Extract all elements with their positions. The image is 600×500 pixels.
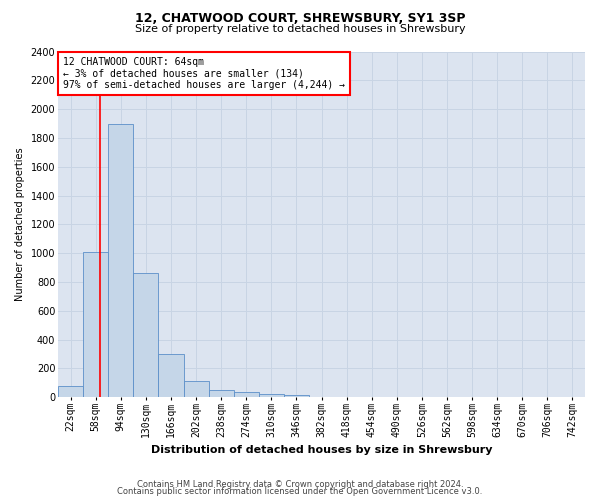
- Bar: [234, 392, 259, 397]
- Text: Contains HM Land Registry data © Crown copyright and database right 2024.: Contains HM Land Registry data © Crown c…: [137, 480, 463, 489]
- Bar: [184, 382, 209, 397]
- Bar: [133, 274, 158, 397]
- Y-axis label: Number of detached properties: Number of detached properties: [15, 148, 25, 301]
- Bar: [158, 354, 184, 397]
- Text: 12, CHATWOOD COURT, SHREWSBURY, SY1 3SP: 12, CHATWOOD COURT, SHREWSBURY, SY1 3SP: [135, 12, 465, 24]
- Bar: [83, 252, 108, 397]
- Text: Size of property relative to detached houses in Shrewsbury: Size of property relative to detached ho…: [134, 24, 466, 34]
- Bar: [108, 124, 133, 397]
- X-axis label: Distribution of detached houses by size in Shrewsbury: Distribution of detached houses by size …: [151, 445, 492, 455]
- Bar: [284, 395, 309, 397]
- Bar: [58, 386, 83, 397]
- Text: Contains public sector information licensed under the Open Government Licence v3: Contains public sector information licen…: [118, 487, 482, 496]
- Bar: [209, 390, 234, 397]
- Bar: [259, 394, 284, 397]
- Text: 12 CHATWOOD COURT: 64sqm
← 3% of detached houses are smaller (134)
97% of semi-d: 12 CHATWOOD COURT: 64sqm ← 3% of detache…: [64, 56, 346, 90]
